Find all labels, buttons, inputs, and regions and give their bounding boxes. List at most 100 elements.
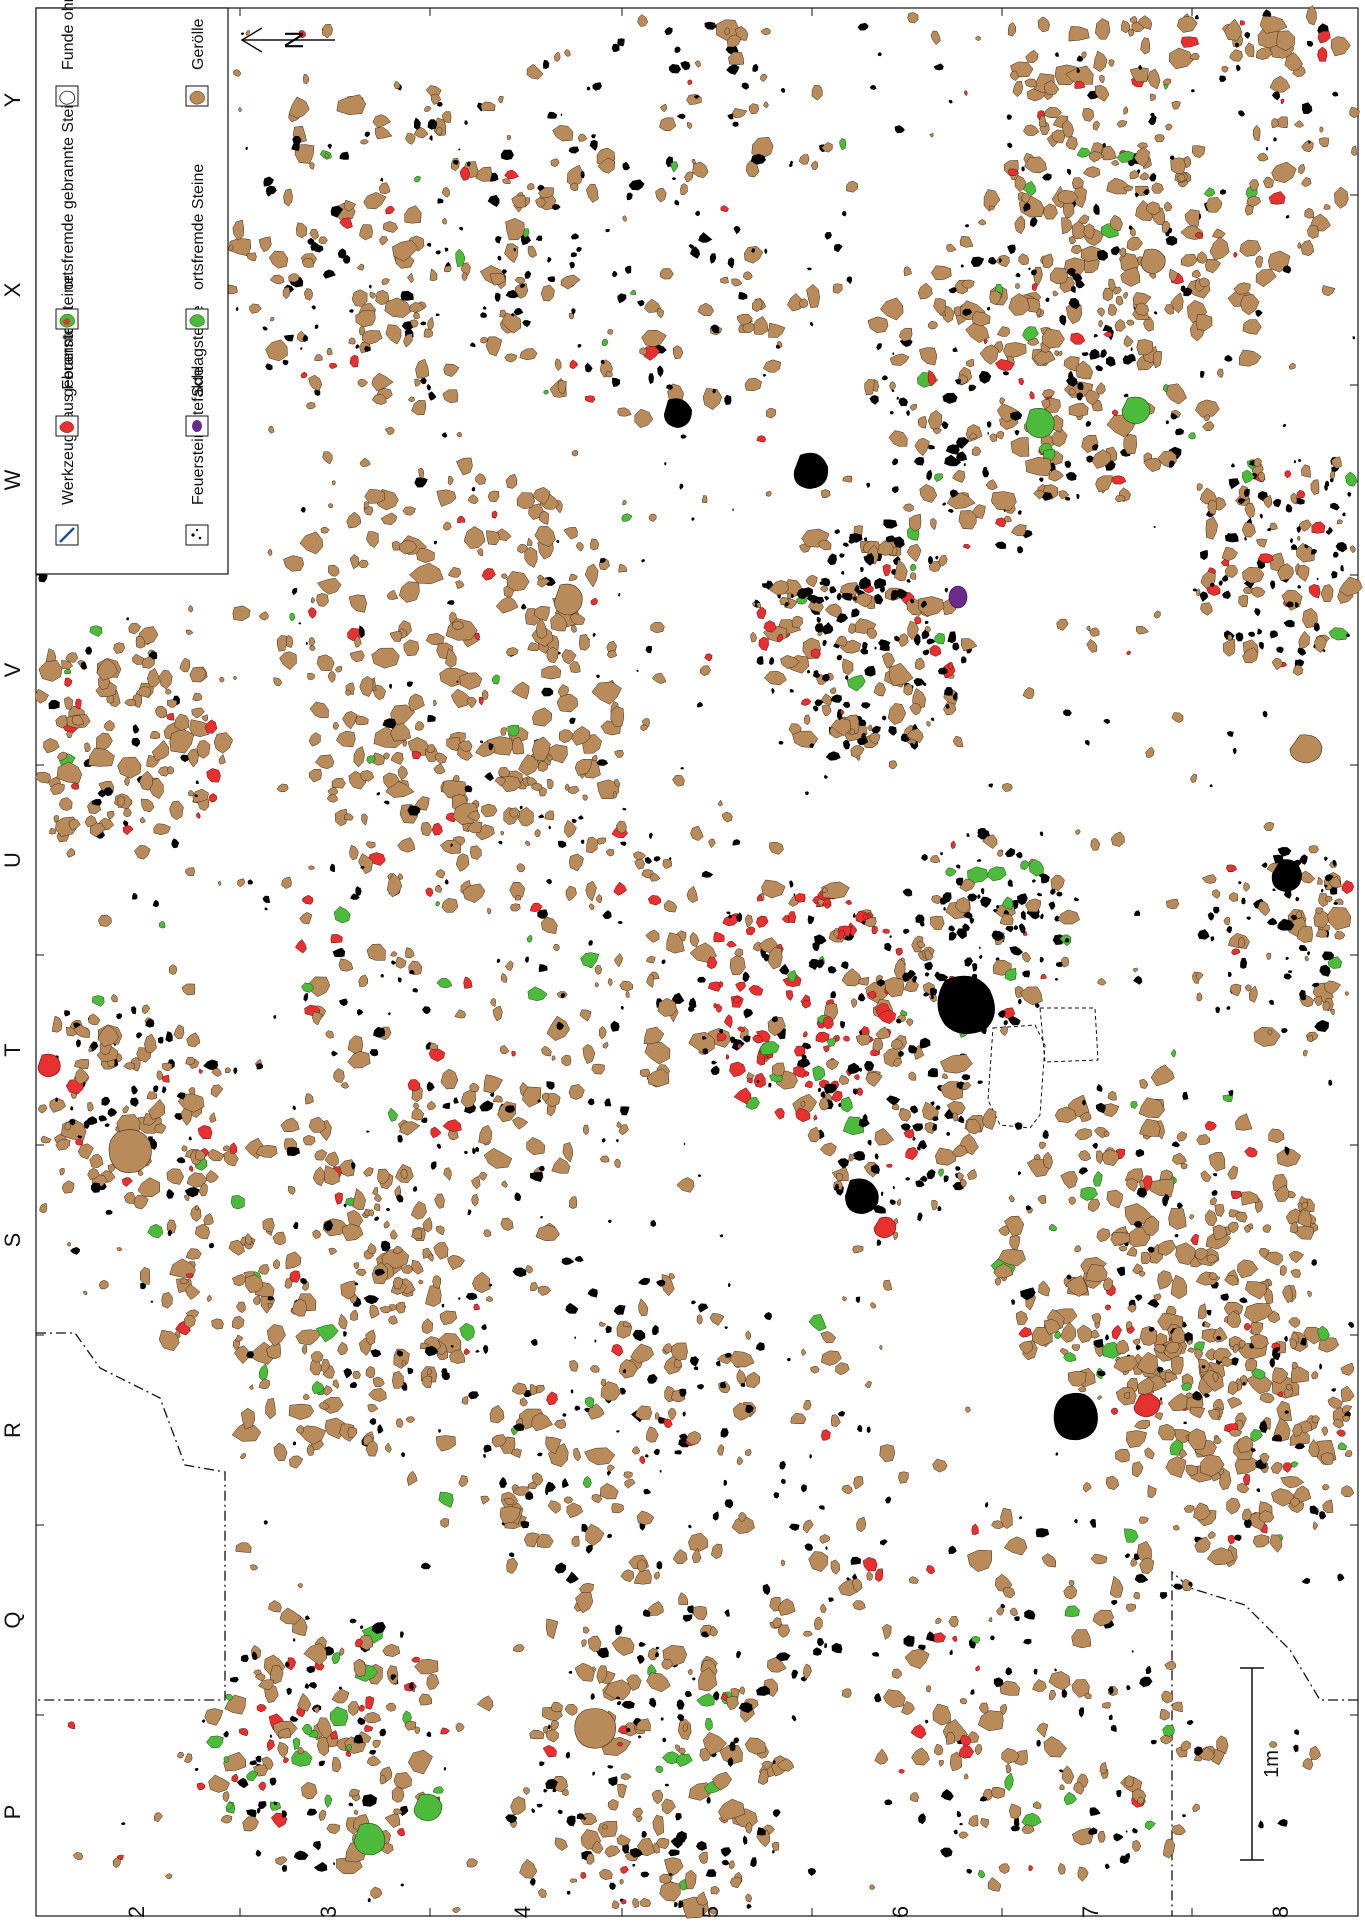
pebble [659,1881,681,1902]
pebble [1291,1361,1298,1369]
flint-artifact [286,1687,292,1696]
pebble [1212,228,1226,239]
flint-artifact [617,921,623,924]
pebble [393,81,401,90]
pebble [1259,1392,1275,1404]
burnt-stone [910,1724,927,1739]
pebble [906,543,922,563]
flint-artifact [1211,1189,1218,1196]
foreign-stone [846,674,866,692]
pebble [1201,874,1217,884]
burnt-stone [1111,1324,1122,1340]
flint-artifact [1194,14,1199,20]
burnt-stone [122,1177,133,1188]
pebble [169,800,184,821]
pebble [563,1496,573,1504]
pebble [1249,179,1260,192]
foreign-stone [413,175,422,183]
flint-artifact [565,1571,579,1584]
burnt-stone [1126,650,1131,656]
pebble [303,1393,310,1401]
pebble [1010,524,1027,537]
flint-artifact [1324,485,1328,491]
pebble [1165,898,1180,910]
pebble [1308,1438,1320,1458]
pebble [1060,1322,1077,1343]
pebble [510,1796,526,1816]
flint-artifact [924,972,930,977]
flint-artifact [1082,1099,1086,1106]
flint-artifact [592,1771,596,1776]
flint-artifact [608,1219,612,1224]
flint-artifact [433,540,437,545]
flint-artifact [750,1857,757,1868]
flint-artifact [383,800,390,805]
pebble [1022,124,1040,136]
flint-artifact [1093,1338,1103,1348]
pebble [1255,269,1277,288]
flint-artifact [458,1297,461,1301]
flint-artifact [632,1330,646,1342]
pebble [625,990,630,998]
pebble [817,898,825,907]
flint-artifact [781,1478,786,1485]
flint-artifact [1055,1452,1059,1456]
pebble [67,1242,71,1247]
flint-artifact [1110,1724,1117,1733]
pebble [771,1062,785,1077]
flint-artifact [876,1239,882,1246]
flint-artifact [1175,428,1185,436]
pebble [618,564,628,573]
pebble [1071,177,1084,189]
pebble [213,732,234,754]
pebble [1002,783,1013,792]
pebble [688,1031,715,1055]
foreign-stone [206,1735,224,1749]
pebble [61,1180,75,1194]
pebble [604,1845,621,1858]
pebble [288,1403,314,1420]
pebble [1311,1415,1320,1424]
flint-artifact [459,226,463,231]
burnt-stone [266,1739,275,1752]
flint-artifact [265,363,273,371]
flint-artifact [956,1811,962,1818]
flint-artifact [1277,1819,1288,1827]
pebble [436,489,457,507]
pebble [1165,123,1173,131]
flint-artifact [1213,906,1220,914]
pebble [297,1583,303,1589]
pebble [875,1026,891,1040]
flint-artifact [953,691,958,700]
pebble [338,958,354,972]
pebble [276,783,289,793]
pebble [1191,145,1206,158]
pebble [455,1722,465,1733]
legend-item-unspecified-finds: Funde ohne Angaben [55,0,79,107]
pebble [540,284,555,302]
flint-artifact [1010,1825,1020,1832]
large-flint-3 [793,452,829,489]
pebble [40,1135,52,1144]
flint-artifact [677,1714,685,1722]
pebble [803,1400,812,1411]
flint-artifact [131,1085,138,1095]
pebble [1164,1660,1177,1671]
pebble [1090,838,1101,851]
flint-artifact [779,1460,786,1470]
pebble [436,1225,445,1236]
foreign-stone [580,952,600,968]
burnt-stone [871,925,878,935]
burnt-stone [753,1072,766,1088]
flint-artifact [303,992,309,1002]
pebble [577,133,588,142]
flint-artifact [1075,279,1085,289]
pebble [179,657,191,673]
flint-artifact [430,1161,437,1170]
pebble [965,1406,971,1413]
pebble [842,1296,847,1301]
burnt-stone [831,1090,843,1103]
burnt-stone [647,895,662,906]
burnt-stone [793,1065,807,1078]
flint-artifact [1197,929,1210,940]
